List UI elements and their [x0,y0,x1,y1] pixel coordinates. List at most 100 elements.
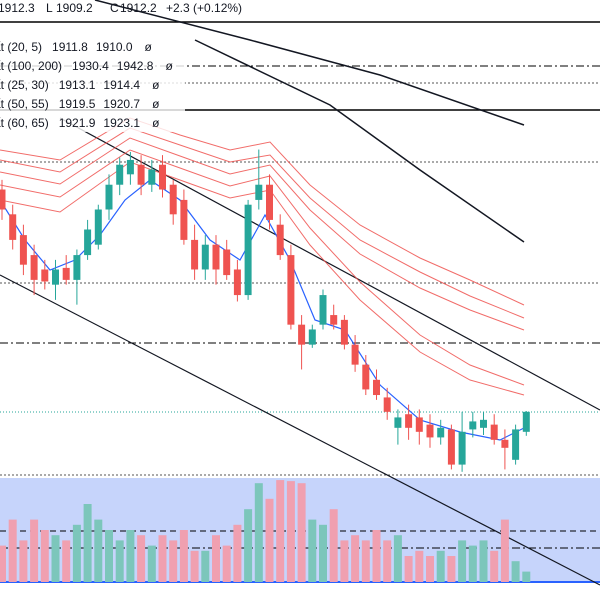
volume-bar [319,524,327,582]
candle-body [223,249,231,276]
candle-body [394,417,402,428]
legend-value: 1923.1 [103,116,140,130]
volume-bar [0,545,6,582]
legend-mark: ø [145,40,153,54]
volume-bar [179,530,188,582]
legend-value: 1913.1 [59,78,96,92]
legend-mark: ø [152,116,160,130]
volume-bar [147,545,156,582]
volume-bar [458,540,467,582]
volume-bar [51,535,60,582]
candle-body [148,169,156,185]
legend-mark: ø [165,59,173,73]
volume-bar [169,540,178,582]
candle-body [287,255,295,325]
candle-body [308,329,316,345]
candle-body [191,239,199,270]
volume-bar [190,550,199,582]
ohlc-header: 1909.2 [56,1,93,15]
candle-body [522,411,530,432]
legend-row-bg [0,39,185,56]
volume-bar [490,550,499,582]
candle-body [319,295,327,325]
volume-bar [137,535,146,582]
volume-bar [393,535,402,582]
candle-body [480,419,487,428]
candle-body [415,417,423,432]
legend-value: 1914.4 [103,78,140,92]
candle-body [512,429,520,460]
candle-body [233,269,241,296]
candle-body [447,429,455,465]
legend-name: ất (50, 55) [0,97,49,111]
candle-body [84,229,92,256]
volume-bar [276,480,285,582]
volume-bar [19,540,28,582]
legend-row-bg [0,77,185,94]
volume-bar [361,540,370,582]
volume-bar [265,498,274,582]
volume-bar [372,530,381,582]
volume-bar [40,530,49,582]
volume-bar [511,561,520,582]
legend-row-bg [0,96,185,113]
legend-value: 1942.8 [117,59,154,73]
volume-bar [62,540,71,582]
volume-bar [94,519,103,582]
candle-body [437,427,445,438]
candle-body [19,235,27,265]
candle-body [255,184,263,200]
legend-name: ất (25, 30) [0,78,49,92]
candle-body [180,199,188,240]
volume-bar [201,550,210,582]
candle-body [9,214,17,240]
candle-body [169,184,177,215]
candle-body [0,189,6,210]
candle-body [105,184,113,210]
ohlc-header: +2.3 (+0.12%) [166,1,242,15]
candle-body [73,255,81,280]
ohlc-header: 1912.3 [0,1,35,15]
candle-body [137,164,145,185]
candle-body [94,209,102,245]
volume-bar [254,483,263,582]
volume-bar [105,530,113,582]
legend-name: ất (20, 5) [0,40,42,54]
volume-bar [158,535,167,582]
volume-bar [426,556,434,582]
candle-body [52,269,59,285]
volume-bar [329,509,338,582]
candle-body [62,267,70,280]
legend-row-bg [0,115,185,132]
volume-bar [297,483,306,582]
ohlc-header: C [110,1,119,15]
volume-bar [436,550,445,582]
legend-value: 1911.8 [52,40,88,54]
volume-bar [8,519,17,582]
candle-body [298,324,306,345]
candle-body [340,319,348,345]
candle-body [116,164,124,185]
volume-bar [30,519,39,582]
candle-body [373,379,380,396]
candle-body [159,164,166,190]
volume-bar [522,571,531,582]
legend-row-bg [0,58,185,75]
volume-bar [115,540,124,582]
legend-value: 1930.4 [72,59,109,73]
volume-bar [286,481,295,582]
volume-bar [447,556,456,582]
legend: ất (20, 5) 1911.8 1910.0 ø ất (100, 200) 1930… [0,39,185,132]
candle-body [362,364,370,390]
legend-name: ất (60, 65) [0,116,49,130]
candle-body [351,344,359,365]
legend-value: 1910.0 [96,40,133,54]
candle-body [266,184,273,220]
volume-bar [351,535,360,582]
candle-body [330,315,338,325]
legend-value: 1920.7 [103,97,140,111]
candle-body [126,159,134,175]
candle-body [276,224,284,256]
candle-body [212,244,220,270]
